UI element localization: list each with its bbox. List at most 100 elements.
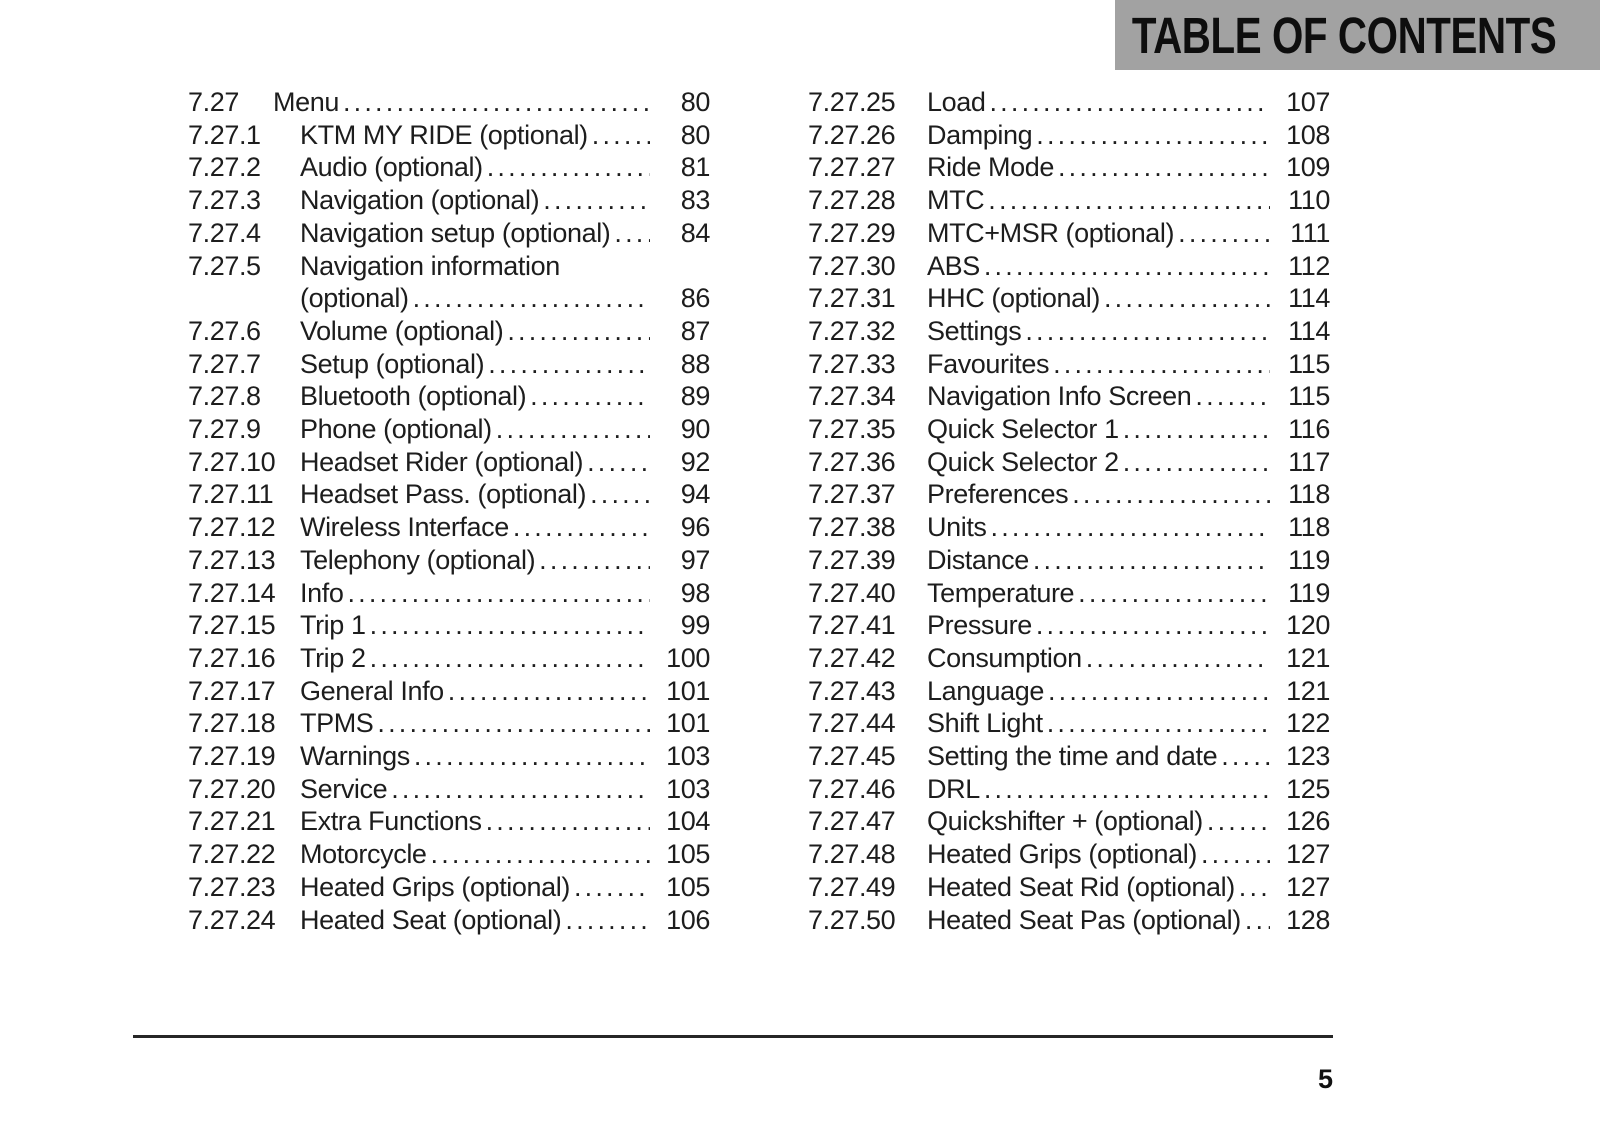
entry-number: 7.27.29 (808, 217, 896, 248)
toc-entry: 7.27.19 Warnings 103 (188, 740, 710, 773)
entry-number: 7.27 (188, 87, 239, 117)
entry-page-number: 106 (666, 904, 710, 935)
entry-dot-leader (1239, 871, 1270, 904)
entry-dot-leader (513, 511, 650, 544)
entry-title: Menu (273, 87, 339, 117)
entry-body: Info 98 (300, 577, 710, 610)
entry-title: Units (927, 512, 987, 543)
entry-body: Audio (optional) 81 (300, 151, 710, 184)
toc-entry: 7.27.27 Ride Mode 109 (808, 151, 1330, 184)
entry-dot-leader (592, 119, 650, 152)
toc-entry: 7.27.50 Heated Seat Pas (optional) 128 (808, 904, 1330, 937)
entry-page-number: 112 (1288, 250, 1330, 281)
entry-page-number: 123 (1286, 741, 1330, 772)
entry-title: Volume (optional) (300, 315, 504, 346)
toc-entry: 7.27.26 Damping 108 (808, 119, 1330, 152)
entry-dot-leader (1086, 642, 1270, 675)
entry-title: Favourites (927, 348, 1050, 379)
toc-entry: 7.27.5 Navigation information (188, 250, 710, 283)
entry-number: 7.27.6 (188, 315, 261, 346)
entry-title: Navigation (optional) (300, 185, 540, 216)
entry-number: 7.27.48 (808, 839, 896, 870)
entry-dot-leader (1207, 805, 1270, 838)
toc-entry: 7.27.33 Favourites 115 (808, 348, 1330, 381)
toc-entry: 7.27.42 Consumption 121 (808, 642, 1330, 675)
toc-entry: 7.27.43 Language 121 (808, 675, 1330, 708)
entry-number: 7.27.19 (188, 741, 276, 772)
entry-title: MTC (927, 185, 985, 216)
entry-body: DRL 125 (927, 773, 1330, 806)
entry-dot-leader (1058, 151, 1270, 184)
entry-number: 7.27.47 (808, 806, 896, 837)
entry-number: 7.27.32 (808, 315, 896, 346)
entry-body: Quickshifter + (optional) 126 (927, 805, 1330, 838)
entry-title: ABS (927, 250, 980, 281)
entry-title: Headset Rider (optional) (300, 446, 584, 477)
entry-page-number: 81 (680, 152, 711, 183)
entry-body: Extra Functions 104 (300, 805, 710, 838)
entry-body: Temperature 119 (927, 577, 1330, 610)
entry-page-number: 98 (680, 577, 711, 608)
entry-page-number: 80 (680, 119, 711, 150)
entry-dot-leader (487, 151, 650, 184)
entry-dot-leader (565, 904, 650, 937)
entry-body: Heated Grips (optional) 127 (927, 838, 1330, 871)
entry-number: 7.27.25 (808, 87, 896, 117)
entry-number: 7.27.33 (808, 348, 896, 379)
toc-entry: 7.27.11 Headset Pass. (optional) 94 (188, 478, 710, 511)
entry-page-number: 116 (1288, 414, 1330, 445)
toc-entry: 7.27.28 MTC 110 (808, 184, 1330, 217)
entry-title: Pressure (927, 610, 1032, 641)
entry-body: Phone (optional) 90 (300, 413, 710, 446)
entry-page-number: 103 (666, 773, 710, 804)
entry-title: Damping (927, 119, 1033, 150)
entry-dot-leader (1195, 380, 1270, 413)
entry-page-number: 94 (680, 479, 711, 510)
entry-title: Preferences (927, 479, 1069, 510)
entry-page-number: 119 (1288, 544, 1330, 575)
entry-dot-leader (413, 282, 650, 315)
entry-body: Wireless Interface 96 (300, 511, 710, 544)
entry-title: Heated Seat Rid (optional) (927, 871, 1235, 902)
entry-page-number: 80 (680, 87, 711, 117)
entry-dot-leader (590, 478, 650, 511)
entry-page-number: 115 (1288, 381, 1330, 412)
entry-page-number: 115 (1288, 348, 1330, 379)
toc-entry: 7.27.13 Telephony (optional) 97 (188, 544, 710, 577)
entry-title: Settings (927, 315, 1022, 346)
entry-number: 7.27.23 (188, 871, 276, 902)
page-header-banner: TABLE OF CONTENTS (1115, 0, 1600, 70)
entry-title: Headset Pass. (optional) (300, 479, 587, 510)
entry-page-number: 111 (1290, 217, 1330, 248)
entry-title: Shift Light (927, 708, 1043, 739)
entry-body: Warnings 103 (300, 740, 710, 773)
entry-number: 7.27.40 (808, 577, 896, 608)
entry-number: 7.27.16 (188, 642, 276, 673)
toc-entry: 7.27.32 Settings 114 (808, 315, 1330, 348)
toc-entry: 7.27.30 ABS 112 (808, 250, 1330, 283)
toc-entry: 7.27.14 Info 98 (188, 577, 710, 610)
entry-number: 7.27.5 (188, 250, 261, 281)
entry-dot-leader (1123, 446, 1270, 479)
toc-entry: 7.27.41 Pressure 120 (808, 609, 1330, 642)
entry-page-number: 97 (680, 544, 711, 575)
toc-entry: 7.27.10 Headset Rider (optional) 92 (188, 446, 710, 479)
page-number: 5 (1317, 1064, 1333, 1094)
entry-page-number: 126 (1286, 806, 1330, 837)
entry-dot-leader (1047, 707, 1270, 740)
entry-body: Ride Mode 109 (927, 151, 1330, 184)
entry-number: 7.27.10 (188, 446, 276, 477)
entry-number: 7.27.21 (188, 806, 276, 837)
toc-entry: 7.27.24 Heated Seat (optional) 106 (188, 904, 710, 937)
entry-body: Service 103 (300, 773, 710, 806)
entry-title: DRL (927, 773, 980, 804)
entry-body: Favourites 115 (927, 348, 1330, 381)
entry-number: 7.27.43 (808, 675, 896, 706)
entry-title: TPMS (300, 708, 374, 739)
toc-entry: 7.27.45 Setting the time and date 123 (808, 740, 1330, 773)
entry-number: 7.27.11 (188, 479, 274, 510)
entry-page-number: 92 (680, 446, 711, 477)
entry-title: MTC+MSR (optional) (927, 217, 1175, 248)
toc-entry: 7.27.16 Trip 2 100 (188, 642, 710, 675)
